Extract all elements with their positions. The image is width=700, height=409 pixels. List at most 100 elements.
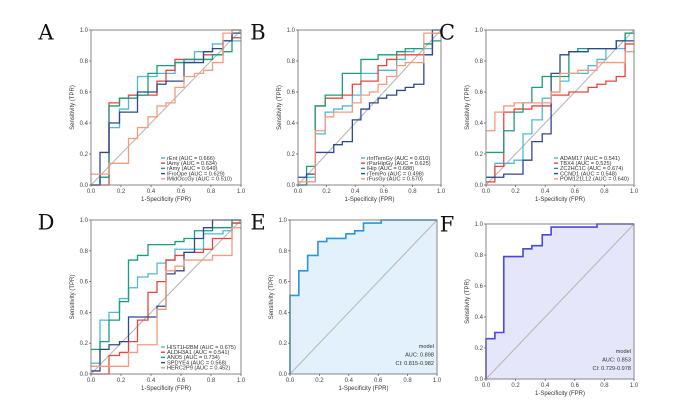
- legend-label: rAmy (AUC = 0.649): [167, 166, 218, 172]
- reference-diagonal: [485, 223, 635, 380]
- panel-letter: B: [250, 21, 265, 45]
- legend-label: ALDH3A1 (AUC = 0.541): [167, 350, 229, 356]
- legend-label: POM121L12 (AUC = 0.640): [560, 177, 629, 183]
- reference-diagonal: [289, 219, 438, 375]
- x-tick-label: 0.6: [571, 189, 580, 195]
- y-tick-label: 0.8: [80, 59, 89, 65]
- y-tick-label: 0.2: [80, 152, 89, 158]
- x-tick-label: 0.4: [351, 189, 360, 195]
- auc-annotation: AUC: 0.853: [602, 358, 631, 364]
- x-tick-label: 0.8: [408, 189, 417, 195]
- legend-label: ADAM17 (AUC = 0.541): [560, 156, 620, 162]
- x-tick-label: 1.0: [630, 383, 639, 389]
- panel-e: E 0.00.0 0.2 0.2 0.4 0.4 0.6 0.6 0.8 0.8 1.0 1.0 1-S…: [250, 211, 442, 393]
- x-tick-label: 0.0: [87, 378, 96, 384]
- auc-annotation: model: [616, 349, 631, 355]
- x-tick-label: 0.2: [117, 189, 126, 195]
- x-tick-label: 0.0: [87, 189, 96, 195]
- y-tick-label: 0.0: [475, 183, 484, 189]
- y-tick-label: 0.2: [279, 341, 288, 347]
- y-tick-label: 0.0: [279, 372, 288, 378]
- x-tick-label: 1.0: [433, 378, 442, 384]
- legend-label: HERC2P9 (AUC = 0.452): [167, 366, 230, 372]
- x-tick-label: 0.0: [482, 189, 491, 195]
- y-axis-label: Sensitivity (TPR): [269, 275, 275, 320]
- y-tick-label: 1.0: [279, 218, 288, 224]
- y-tick-label: 0.8: [80, 249, 89, 255]
- reference-diagonal: [485, 29, 635, 186]
- auc-annotation: CI: 0.729-0.978: [592, 366, 631, 372]
- roc-curve-5: [298, 32, 441, 183]
- y-tick-label: 0.0: [80, 183, 89, 189]
- plot-frame: [297, 29, 442, 186]
- panel-letter: E: [250, 211, 265, 235]
- panel-letter: D: [38, 211, 55, 235]
- panel-d: D 0.00.0 0.2 0.2 0.4 0.4 0.6 0.6 0.8 0.8 1.0 1.0 1-S…: [38, 211, 246, 393]
- y-tick-label: 0.4: [80, 121, 89, 127]
- y-axis-label: Sensitivity (TPR): [465, 85, 471, 130]
- x-tick-label: 0.6: [177, 378, 186, 384]
- roc-curve-5: [91, 227, 241, 367]
- y-tick-label: 0.6: [80, 90, 89, 96]
- x-tick-label: 0.2: [511, 383, 520, 389]
- y-axis-label: Sensitivity (TPR): [277, 85, 283, 130]
- y-tick-label: 1.0: [80, 218, 89, 224]
- x-axis-label: 1-Specificity (FPR): [344, 197, 394, 203]
- y-tick-label: 0.8: [475, 253, 484, 259]
- legend-label: lFroOpe (AUC = 0.629): [167, 171, 225, 177]
- x-axis-label: 1-Specificity (FPR): [535, 391, 585, 397]
- x-tick-label: 0.6: [380, 189, 389, 195]
- roc-curve-1: [298, 29, 441, 186]
- plot-frame: [289, 219, 438, 375]
- x-tick-label: 1.0: [437, 189, 446, 195]
- panel-letter: C: [439, 21, 455, 45]
- y-tick-label: 0.4: [80, 310, 89, 316]
- x-tick-label: 0.8: [207, 189, 216, 195]
- panel-letter: F: [440, 213, 455, 237]
- roc-curve-2: [91, 222, 241, 375]
- plot-frame: [90, 219, 242, 375]
- y-tick-label: 0.4: [475, 315, 484, 321]
- panel-b: B 0.00.0 0.2 0.2 0.4 0.4 0.6 0.6 0.8 0.8 1.0 1.0 1-S…: [250, 21, 446, 204]
- roc-curve-1: [91, 222, 241, 364]
- x-tick-label: 1.0: [630, 189, 639, 195]
- legend-label: rParHipGy (AUC = 0.625): [367, 161, 431, 167]
- roc-curve-5: [91, 29, 241, 175]
- y-tick-label: 1.0: [287, 28, 296, 34]
- y-tick-label: 0.4: [287, 121, 296, 127]
- panel-f: F 0.00.0 0.2 0.2 0.4 0.4 0.6 0.6 0.8 0.8 1.0 1.0 1-S…: [440, 213, 639, 398]
- x-tick-label: 0.6: [177, 189, 186, 195]
- roc-curve-3: [486, 32, 634, 154]
- legend-label: rFusGy (AUC = 0.570): [367, 177, 423, 183]
- y-tick-label: 0.2: [287, 152, 296, 158]
- roc-curve-2: [486, 43, 634, 183]
- roc-curve-4: [486, 40, 634, 178]
- panel-letter: A: [37, 21, 54, 45]
- x-tick-label: 0.4: [345, 378, 354, 384]
- x-axis-label: 1-Specificity (FPR): [535, 197, 585, 203]
- y-tick-label: 0.2: [475, 152, 484, 158]
- x-axis-label: 1-Specificity (FPR): [141, 386, 191, 392]
- legend-label: ANO5 (AUC = 0.734): [167, 355, 220, 361]
- x-tick-label: 0.8: [600, 383, 609, 389]
- plot-frame: [485, 29, 635, 186]
- roc-curve-1: [485, 223, 634, 379]
- y-tick-label: 1.0: [475, 222, 484, 228]
- y-tick-label: 0.6: [80, 280, 89, 286]
- y-tick-label: 0.0: [80, 372, 89, 378]
- roc-curve-3: [91, 219, 241, 351]
- x-tick-label: 0.8: [403, 378, 412, 384]
- x-tick-label: 0.8: [207, 378, 216, 384]
- legend-label: HIST1H2BM (AUC = 0.675): [167, 345, 236, 351]
- x-tick-label: 0.4: [147, 189, 156, 195]
- legend-label: rTemPo (AUC = 0.498): [367, 171, 424, 177]
- y-tick-label: 0.8: [279, 249, 288, 255]
- x-tick-label: 0.2: [322, 189, 331, 195]
- y-axis-label: Sensitivity (TPR): [465, 279, 471, 324]
- auc-annotation: model: [419, 344, 434, 350]
- y-tick-label: 0.0: [287, 183, 296, 189]
- y-tick-label: 0.6: [475, 90, 484, 96]
- x-tick-label: 0.0: [286, 378, 295, 384]
- y-tick-label: 1.0: [80, 28, 89, 34]
- y-tick-label: 1.0: [475, 28, 484, 34]
